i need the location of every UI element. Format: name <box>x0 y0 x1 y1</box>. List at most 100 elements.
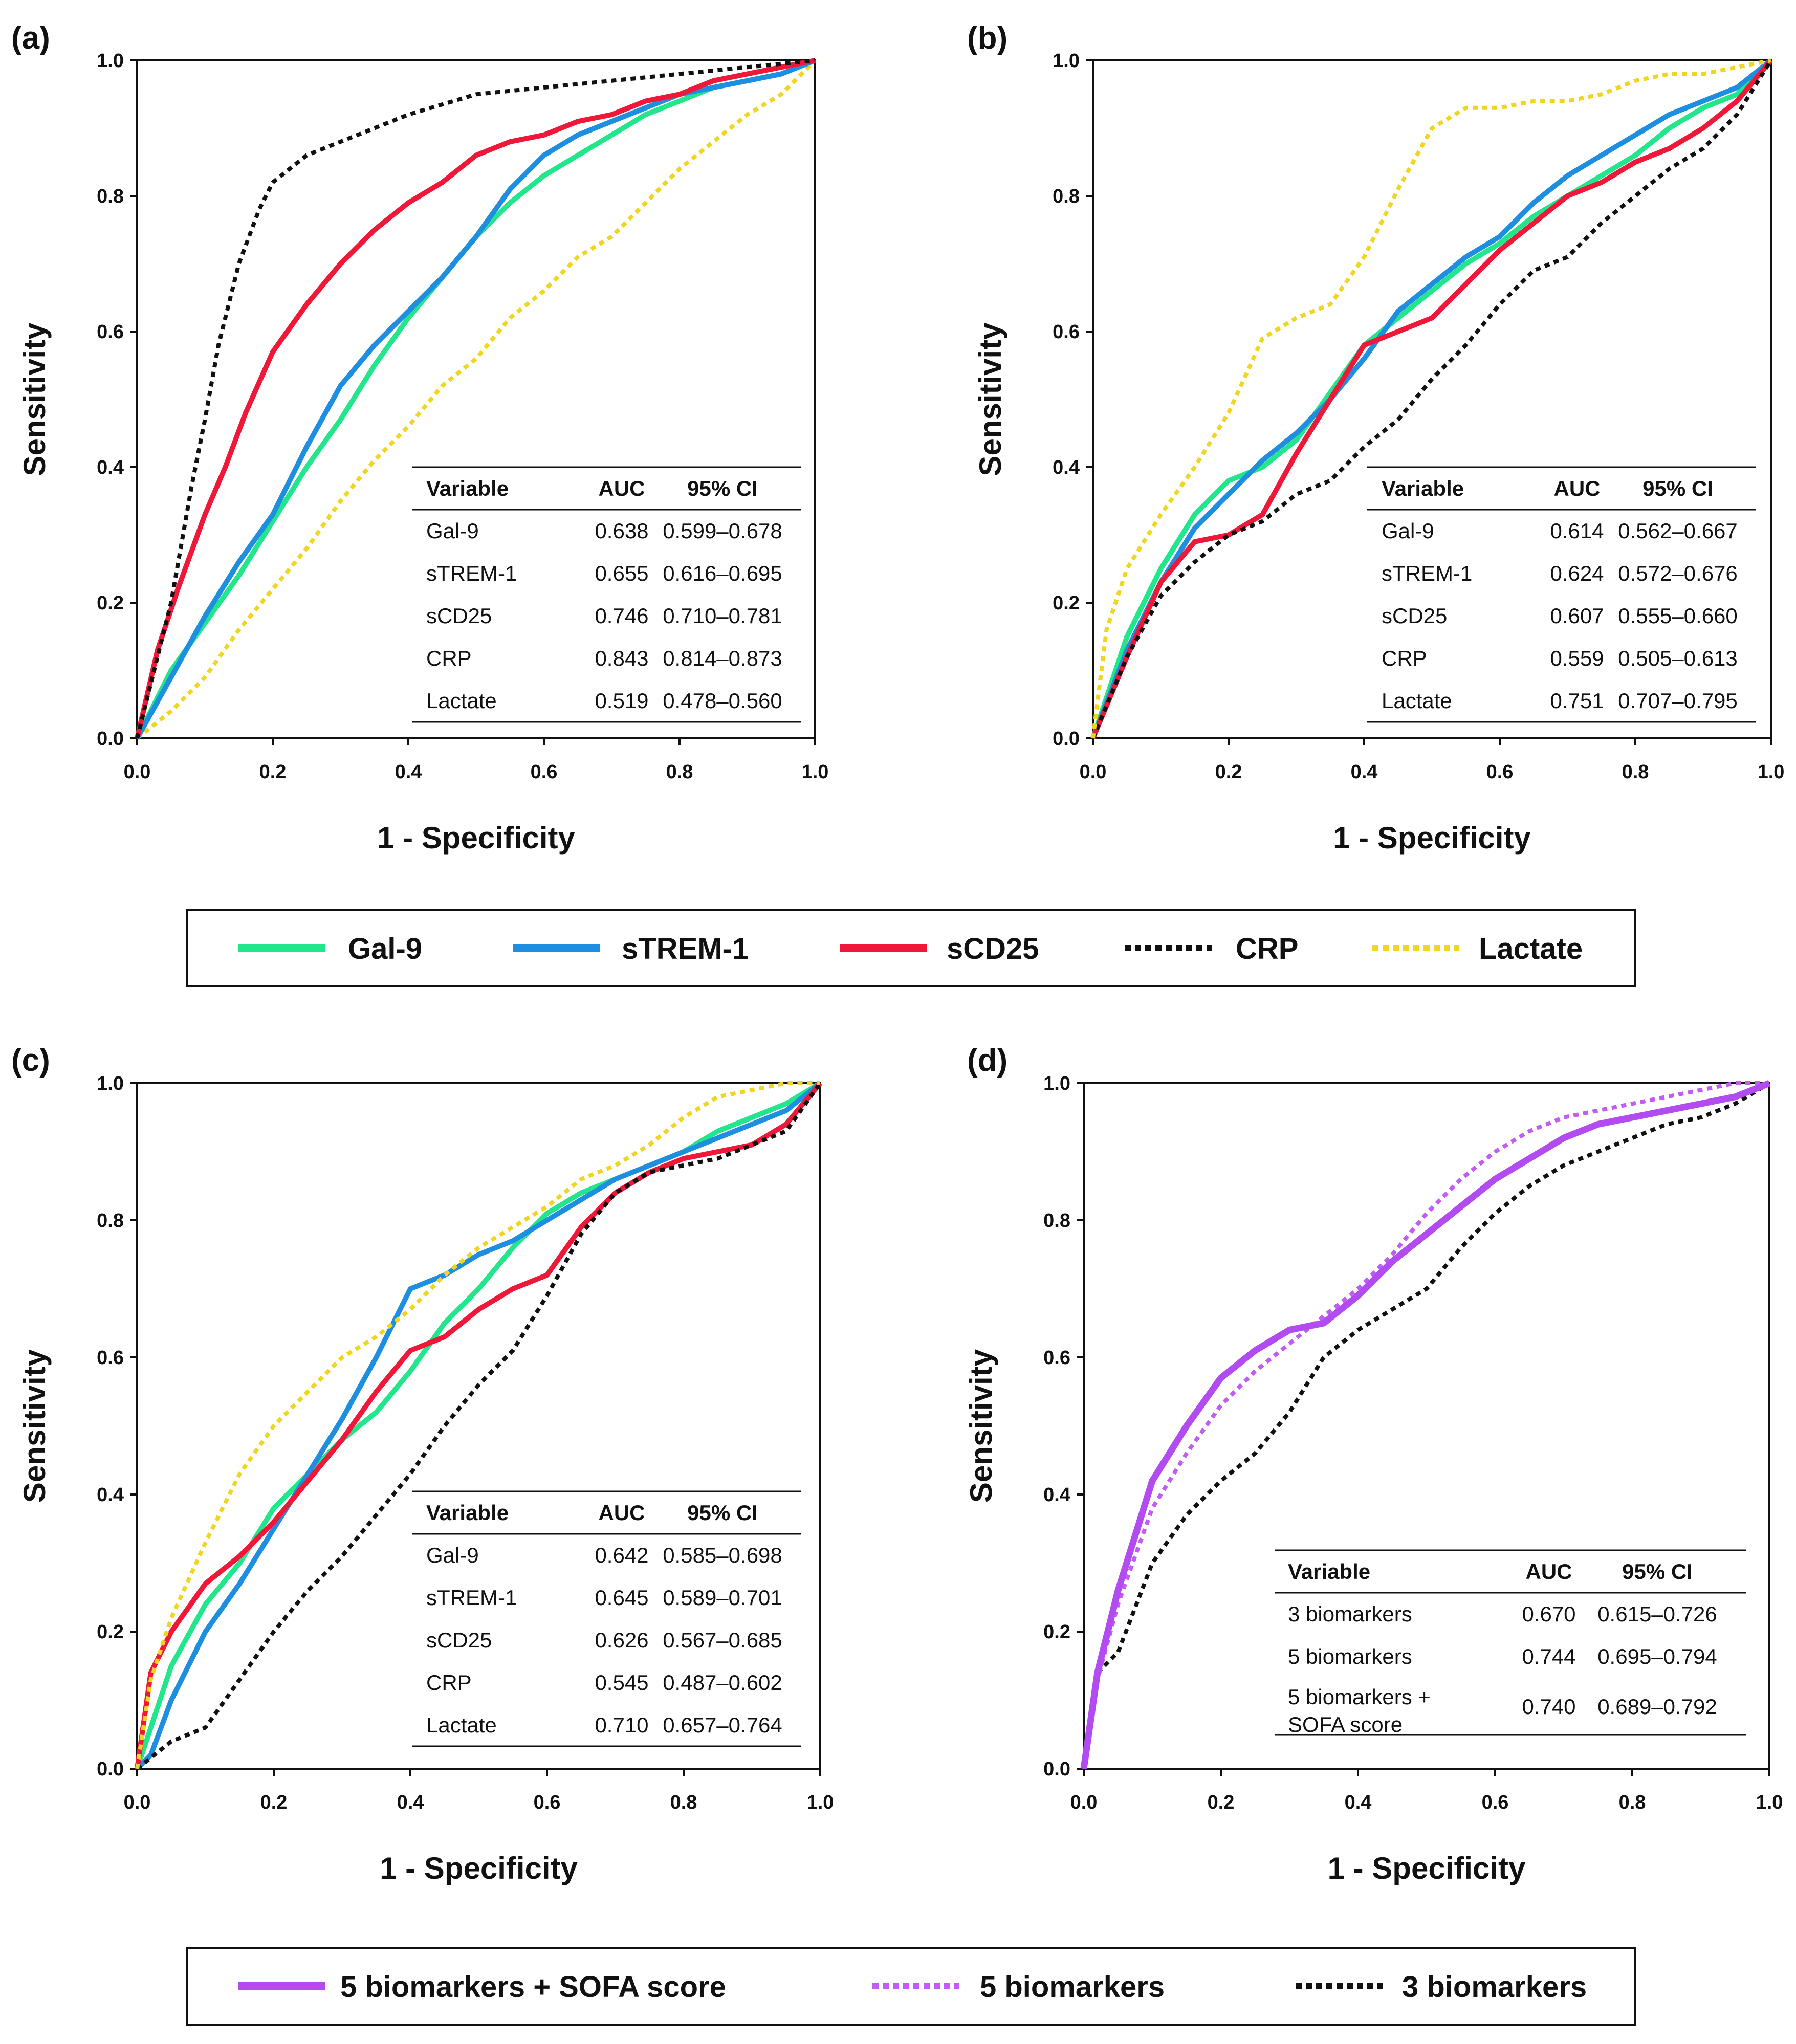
table-header: AUC <box>599 1501 645 1525</box>
series-line-lactate <box>136 59 817 740</box>
x-tick-label: 0.0 <box>124 1792 151 1813</box>
y-tick-label: 0.0 <box>97 1759 124 1780</box>
table-cell-variable: sTREM-1 <box>426 561 517 585</box>
auc-table: Variable AUC 95% CI Gal-9 0.642 0.585–0.698 sT… <box>412 1490 801 1747</box>
table-header: 95% CI <box>687 1501 758 1525</box>
y-tick-label: 0.0 <box>1043 1759 1070 1780</box>
y-tick-label: 0.4 <box>1053 457 1080 478</box>
panel-label: (c) <box>11 1043 50 1078</box>
roc-panel-2: (b) 0.0 0.2 0.4 0.6 0.8 1.0 0.0 0.2 0.4 0.6 0.8 1.0 1… <box>967 20 1784 855</box>
legend-label: 3 biomarkers <box>1402 1970 1587 2004</box>
series-line-lactate <box>1091 58 1771 739</box>
table-cell-ci: 0.657–0.764 <box>663 1713 782 1737</box>
table-cell-ci: 0.487–0.602 <box>663 1671 782 1695</box>
table-cell-ci: 0.689–0.792 <box>1597 1695 1717 1719</box>
table-cell-auc: 0.710 <box>595 1713 648 1737</box>
roc-panel-3: (c) 0.0 0.2 0.4 0.6 0.8 1.0 0.0 0.2 0.4 0.6 0.8 1.0 1… <box>11 1043 834 1885</box>
table-cell-auc: 0.843 <box>595 646 648 670</box>
table-cell-variable: Gal-9 <box>426 519 479 543</box>
series-line-gal-9 <box>135 58 816 740</box>
table-cell-auc: 0.545 <box>595 1671 648 1695</box>
table-header: Variable <box>1288 1559 1370 1584</box>
legend-label: sTREM-1 <box>622 932 749 965</box>
table-cell-auc: 0.655 <box>595 561 648 585</box>
y-tick-label: 0.4 <box>97 1484 124 1506</box>
table-cell-auc: 0.670 <box>1522 1602 1575 1626</box>
x-tick-label: 0.8 <box>670 1792 697 1813</box>
x-tick-label: 0.4 <box>1345 1792 1372 1813</box>
table-cell-ci: 0.555–0.660 <box>1618 604 1738 628</box>
x-tick-label: 0.0 <box>124 761 151 783</box>
series-line-5-biomarkers <box>1082 1081 1769 1769</box>
table-cell-variable: Gal-9 <box>1382 519 1434 543</box>
table-cell-variable: sCD25 <box>426 604 492 628</box>
y-tick-label: 0.4 <box>97 457 124 478</box>
table-cell-auc: 0.638 <box>595 519 648 543</box>
y-tick-label: 0.0 <box>97 728 124 750</box>
y-axis-label: Sensitivity <box>973 322 1007 476</box>
table-cell-variable: sTREM-1 <box>426 1586 517 1610</box>
table-header: Variable <box>1382 476 1464 500</box>
table-cell-variable: Lactate <box>426 1713 497 1737</box>
series-line-crp <box>136 1082 822 1771</box>
legend-label: CRP <box>1236 932 1298 965</box>
roc-panel-1: (a) 0.0 0.2 0.4 0.6 0.8 1.0 0.0 0.2 0.4 0.6 0.8 1.0 1… <box>11 20 828 855</box>
x-tick-label: 1.0 <box>1756 1792 1783 1813</box>
x-tick-label: 0.6 <box>531 761 558 783</box>
table-cell-ci: 0.710–0.781 <box>663 604 782 628</box>
table-cell-variable: Lactate <box>426 689 497 713</box>
table-cell-ci: 0.615–0.726 <box>1597 1602 1717 1626</box>
x-tick-label: 0.8 <box>1622 761 1649 783</box>
plot-frame <box>1083 1082 1770 1770</box>
auc-table: Variable AUC 95% CI Gal-9 0.638 0.599–0.678 sT… <box>412 466 801 723</box>
x-tick-label: 1.0 <box>1758 761 1785 783</box>
table-header: 95% CI <box>1642 476 1713 500</box>
table-header: Variable <box>426 1501 509 1525</box>
y-tick-label: 0.6 <box>1043 1347 1070 1369</box>
table-cell-variable: CRP <box>426 1671 472 1695</box>
x-tick-label: 0.8 <box>666 761 693 783</box>
series-line-gal-9 <box>1090 58 1773 739</box>
series-line-crp <box>1091 59 1773 739</box>
table-cell-variable: sCD25 <box>426 1628 492 1652</box>
series-line-lactate <box>135 1081 820 1769</box>
table-cell-auc: 0.751 <box>1550 689 1604 713</box>
table-header: Variable <box>426 476 509 500</box>
y-tick-label: 0.2 <box>97 1621 124 1643</box>
x-tick-label: 0.2 <box>1208 1792 1235 1813</box>
x-tick-label: 1.0 <box>802 761 829 783</box>
table-cell-variable: CRP <box>426 646 472 670</box>
y-tick-label: 1.0 <box>1043 1073 1070 1094</box>
x-tick-label: 0.2 <box>259 761 287 783</box>
roc-panel-4: (d) 0.0 0.2 0.4 0.6 0.8 1.0 0.0 0.2 0.4 0.6 0.8 1.0 1… <box>964 1043 1783 1885</box>
x-axis-label: 1 - Specificity <box>1328 1851 1526 1885</box>
table-header: AUC <box>1554 476 1601 500</box>
table-cell-ci: 0.616–0.695 <box>663 561 782 585</box>
table-cell-auc: 0.626 <box>595 1628 648 1652</box>
x-tick-label: 0.6 <box>534 1792 561 1813</box>
table-cell-ci: 0.599–0.678 <box>663 519 782 543</box>
y-tick-label: 0.6 <box>1053 321 1080 343</box>
table-cell-ci: 0.707–0.795 <box>1618 689 1738 713</box>
legend-label: sCD25 <box>947 932 1039 965</box>
plot-frame <box>1092 59 1772 739</box>
table-cell-auc: 0.645 <box>595 1586 648 1610</box>
series-line-strem-1 <box>135 58 816 740</box>
series-line-gal-9 <box>135 1081 822 1770</box>
y-tick-label: 0.2 <box>97 592 124 614</box>
x-tick-label: 0.4 <box>397 1792 424 1813</box>
panel-label: (d) <box>967 1043 1007 1078</box>
table-header: 95% CI <box>1622 1559 1693 1584</box>
y-tick-label: 0.6 <box>97 1347 124 1369</box>
table-cell-ci: 0.585–0.698 <box>663 1543 782 1567</box>
table-cell-auc: 0.642 <box>595 1543 648 1567</box>
panel-label: (b) <box>967 20 1007 56</box>
table-cell-ci: 0.562–0.667 <box>1618 519 1738 543</box>
table-cell-variable: Lactate <box>1382 689 1452 713</box>
table-cell-ci: 0.589–0.701 <box>663 1586 782 1610</box>
legend-label: 5 biomarkers + SOFA score <box>340 1970 726 2004</box>
legend-label: 5 biomarkers <box>980 1970 1165 2004</box>
table-cell-auc: 0.607 <box>1550 604 1604 628</box>
y-axis-label: Sensitivity <box>17 322 52 476</box>
